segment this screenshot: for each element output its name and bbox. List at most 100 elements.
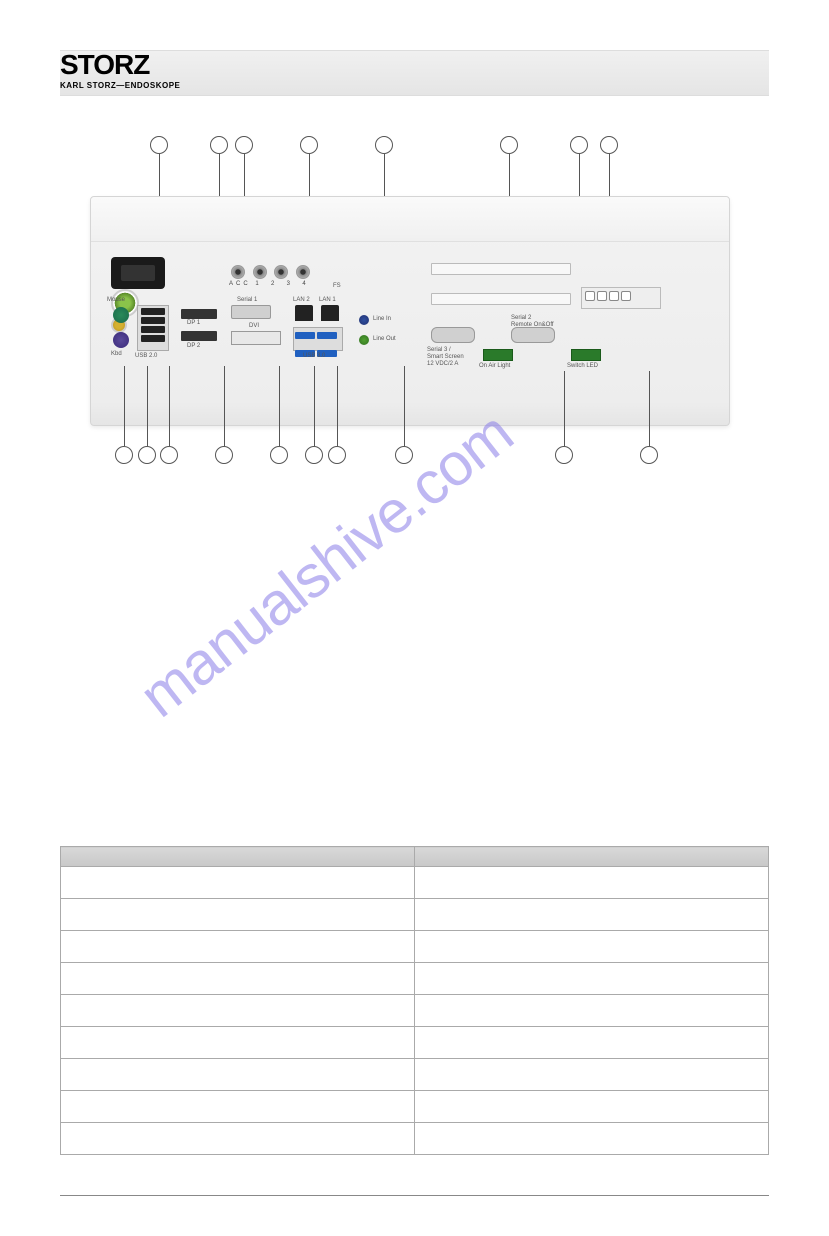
usb3-port-icon bbox=[295, 332, 315, 339]
serial1-port-icon bbox=[231, 305, 271, 319]
remote-port-icon bbox=[597, 291, 607, 301]
table-row bbox=[61, 867, 769, 899]
table-header-cell bbox=[415, 847, 769, 867]
switchled-terminal-icon bbox=[571, 349, 601, 361]
remote-port-icon bbox=[609, 291, 619, 301]
acc-jack-icon bbox=[231, 265, 245, 279]
onair-label: On Air Light bbox=[479, 363, 510, 369]
lan2-port-icon bbox=[295, 305, 313, 321]
usb30-label: USB 3.0 bbox=[303, 353, 325, 359]
table-cell bbox=[61, 899, 415, 931]
callout-line bbox=[649, 371, 650, 446]
usb3-block bbox=[293, 327, 343, 351]
callout-circle bbox=[150, 136, 168, 154]
fs-label: FS bbox=[333, 283, 341, 289]
switchled-label: Switch LED bbox=[567, 363, 598, 369]
remote-port-icon bbox=[621, 291, 631, 301]
callout-line bbox=[337, 366, 338, 446]
line-out-icon bbox=[359, 335, 369, 345]
device-back-panel: ACC 1 2 3 4 FS Mouse Kbd bbox=[111, 257, 709, 405]
callout-line bbox=[169, 366, 170, 446]
serial3-label: Serial 3 / Smart Screen 12 VDC/2 A bbox=[427, 347, 464, 369]
ps2-mouse-icon bbox=[113, 307, 129, 323]
acc-jack-icon bbox=[253, 265, 267, 279]
table-cell bbox=[415, 995, 769, 1027]
callout-circle bbox=[328, 446, 346, 464]
callout-line bbox=[147, 366, 148, 446]
acc-label: ACC 1 2 3 4 bbox=[229, 281, 309, 287]
acc-jacks-row bbox=[231, 265, 316, 281]
table-cell bbox=[61, 1123, 415, 1155]
specification-table bbox=[60, 846, 769, 1155]
callout-line bbox=[224, 366, 225, 446]
callout-circle bbox=[640, 446, 658, 464]
displayport-1-icon bbox=[181, 309, 217, 319]
callout-circle bbox=[375, 136, 393, 154]
lineout-label: Line Out bbox=[373, 336, 396, 342]
table-row bbox=[61, 1027, 769, 1059]
table-cell bbox=[61, 1027, 415, 1059]
onair-terminal-icon bbox=[483, 349, 513, 361]
table-row bbox=[61, 1091, 769, 1123]
callout-line bbox=[404, 366, 405, 446]
table-cell bbox=[61, 995, 415, 1027]
table-row bbox=[61, 899, 769, 931]
table-cell bbox=[415, 1027, 769, 1059]
lan1-label: LAN 1 bbox=[319, 297, 336, 303]
callout-circle bbox=[300, 136, 318, 154]
table-cell bbox=[415, 1059, 769, 1091]
power-inlet-icon bbox=[111, 257, 165, 289]
table-cell bbox=[61, 1091, 415, 1123]
callout-circle bbox=[270, 446, 288, 464]
expansion-slot bbox=[431, 293, 571, 305]
serial1-label: Serial 1 bbox=[237, 297, 257, 303]
device-top-surface bbox=[91, 197, 729, 242]
device-diagram: ACC 1 2 3 4 FS Mouse Kbd bbox=[60, 136, 769, 476]
linein-label: Line In bbox=[373, 316, 391, 322]
table-row bbox=[61, 995, 769, 1027]
callout-circle bbox=[555, 446, 573, 464]
table-cell bbox=[61, 867, 415, 899]
table-cell bbox=[61, 931, 415, 963]
table-cell bbox=[61, 1059, 415, 1091]
table-cell bbox=[415, 1123, 769, 1155]
callout-line bbox=[279, 366, 280, 446]
ps2-keyboard-icon bbox=[113, 332, 129, 348]
remote-module bbox=[581, 287, 661, 309]
acc-jack-icon bbox=[296, 265, 310, 279]
table-row bbox=[61, 1059, 769, 1091]
table-cell bbox=[415, 963, 769, 995]
usb2-port-icon bbox=[141, 335, 165, 342]
table-cell bbox=[415, 867, 769, 899]
callout-circle bbox=[210, 136, 228, 154]
serial2-port-icon bbox=[511, 327, 555, 343]
dvi-label: DVI bbox=[249, 323, 259, 329]
table-cell bbox=[415, 899, 769, 931]
table-row bbox=[61, 931, 769, 963]
callout-circle bbox=[500, 136, 518, 154]
dvi-port-icon bbox=[231, 331, 281, 345]
table-row bbox=[61, 1123, 769, 1155]
page-header-bar: STORZ KARL STORZ—ENDOSKOPE bbox=[60, 50, 769, 96]
callout-line bbox=[124, 366, 125, 446]
table-cell bbox=[415, 1091, 769, 1123]
usb20-label: USB 2.0 bbox=[135, 353, 157, 359]
remote-port-icon bbox=[585, 291, 595, 301]
mouse-label: Mouse bbox=[107, 297, 125, 303]
footer-rule bbox=[60, 1195, 769, 1196]
callout-line bbox=[314, 366, 315, 446]
acc-jack-icon bbox=[274, 265, 288, 279]
usb2-block bbox=[137, 305, 169, 351]
callout-circle bbox=[570, 136, 588, 154]
usb2-port-icon bbox=[141, 317, 165, 324]
line-in-icon bbox=[359, 315, 369, 325]
callout-circle bbox=[115, 446, 133, 464]
callout-circle bbox=[138, 446, 156, 464]
serial3-port-icon bbox=[431, 327, 475, 343]
usb2-port-icon bbox=[141, 326, 165, 333]
table-cell bbox=[415, 931, 769, 963]
table-row bbox=[61, 963, 769, 995]
device-chassis: ACC 1 2 3 4 FS Mouse Kbd bbox=[90, 196, 730, 426]
dp1-label: DP 1 bbox=[187, 320, 200, 326]
usb2-port-icon bbox=[141, 308, 165, 315]
